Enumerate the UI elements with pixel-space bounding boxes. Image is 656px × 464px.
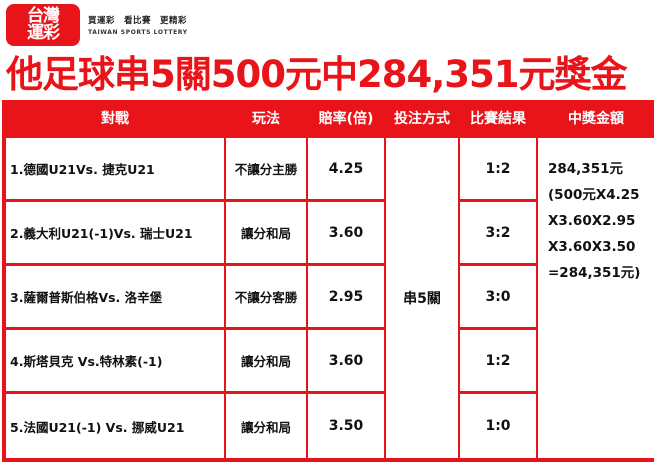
row-3-play: 不讓分客勝 bbox=[226, 266, 306, 327]
header-match: 對戰 bbox=[101, 111, 129, 127]
row-4-result: 1:2 bbox=[460, 330, 536, 391]
row-4-match: 4.斯塔貝克 Vs.特林素(-1) bbox=[6, 330, 224, 391]
row-2-play: 讓分和局 bbox=[226, 202, 306, 263]
row-2-odds: 3.60 bbox=[308, 202, 384, 263]
prize-line-3: X3.60X2.95 bbox=[548, 213, 636, 229]
prize-line-2: (500元X4.25 bbox=[548, 187, 640, 203]
brand-name-english: TAIWAN SPORTS LOTTERY bbox=[88, 29, 188, 36]
row-1-odds: 4.25 bbox=[308, 138, 384, 199]
row-2-match: 2.義大利U21(-1)Vs. 瑞士U21 bbox=[6, 202, 224, 263]
row-2-result: 3:2 bbox=[460, 202, 536, 263]
header: 台灣 運彩 買運彩 看比賽 更精彩 TAIWAN SPORTS LOTTERY bbox=[0, 0, 656, 50]
row-3-result: 3:0 bbox=[460, 266, 536, 327]
row-1-play: 不讓分主勝 bbox=[226, 138, 306, 199]
row-1-match: 1.德國U21Vs. 捷克U21 bbox=[6, 138, 224, 199]
logo-text: 台灣 運彩 bbox=[27, 6, 60, 43]
row-3-match: 3.薩爾普斯伯格Vs. 洛辛堡 bbox=[6, 266, 224, 327]
prize-amount-cell: 284,351元 (500元X4.25 X3.60X2.95 X3.60X3.5… bbox=[538, 138, 654, 458]
prize-line-1: 284,351元 bbox=[548, 161, 623, 177]
prize-line-4: X3.60X3.50 bbox=[548, 239, 636, 255]
taiwan-sports-lottery-logo: 台灣 運彩 bbox=[6, 4, 80, 46]
prize-line-5: =284,351元) bbox=[548, 265, 641, 281]
row-5-result: 1:0 bbox=[460, 394, 536, 458]
row-4-odds: 3.60 bbox=[308, 330, 384, 391]
header-play: 玩法 bbox=[252, 111, 280, 127]
row-5-play: 讓分和局 bbox=[226, 394, 306, 458]
row-3-odds: 2.95 bbox=[308, 266, 384, 327]
row-5-match: 5.法國U21(-1) Vs. 挪威U21 bbox=[6, 394, 224, 458]
bet-type-cell: 串5關 bbox=[386, 138, 458, 458]
page-title: 他足球串5關500元中284,351元獎金 bbox=[6, 53, 628, 96]
row-1-result: 1:2 bbox=[460, 138, 536, 199]
row-4-play: 讓分和局 bbox=[226, 330, 306, 391]
row-5-odds: 3.50 bbox=[308, 394, 384, 458]
header-result: 比賽結果 bbox=[470, 111, 526, 127]
brand-slogan: 買運彩 看比賽 更精彩 bbox=[88, 16, 188, 26]
header-odds: 賠率(倍) bbox=[318, 111, 374, 127]
header-bet-type: 投注方式 bbox=[394, 111, 450, 127]
header-prize: 中獎金額 bbox=[568, 111, 624, 127]
